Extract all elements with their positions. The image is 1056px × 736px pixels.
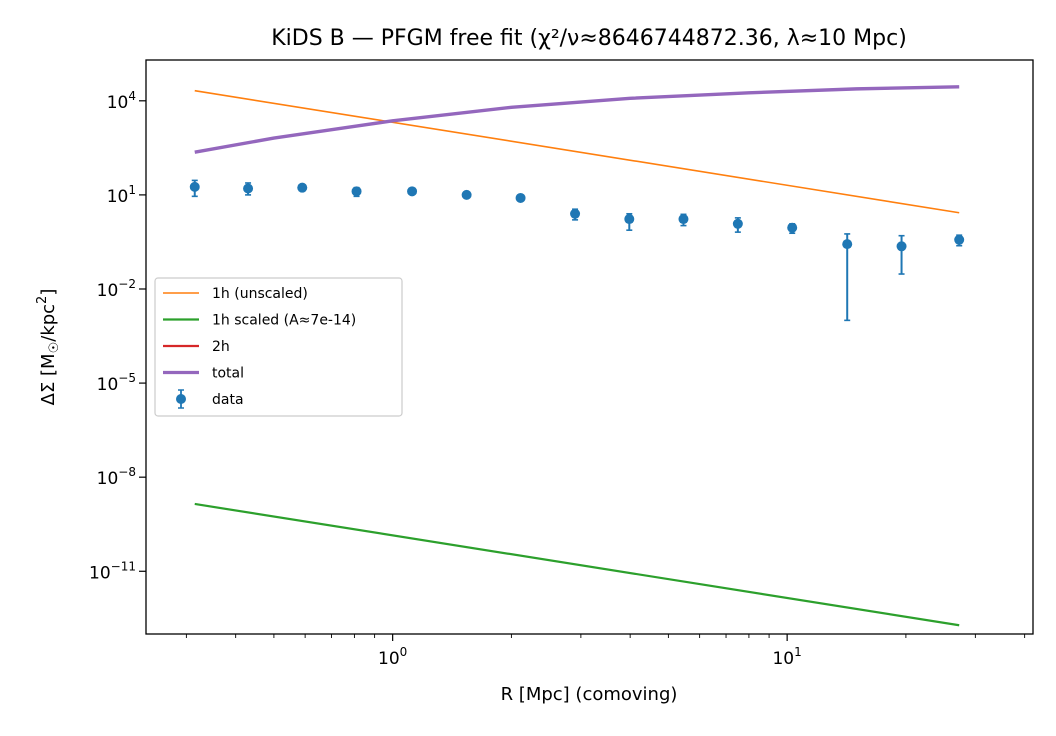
legend-entry-1h-scaled-label: 1h scaled (A≈7e-14)	[212, 313, 356, 329]
y-axis-label: ΔΣ [M☉/kpc2]	[35, 289, 62, 406]
data-point	[954, 234, 965, 245]
legend: 1h (unscaled) 1h scaled (A≈7e-14) 2h total d…	[154, 277, 403, 417]
y-tick-label: 10−8	[97, 465, 136, 489]
y-tick-label: 101	[107, 183, 136, 207]
data-point	[351, 186, 362, 197]
data-point	[896, 241, 907, 252]
legend-entry-total-label: total	[212, 366, 244, 382]
series-line-total	[194, 85, 960, 154]
series-line-1h-unscaled	[194, 89, 960, 214]
data-point	[515, 192, 526, 203]
data-point	[570, 208, 581, 219]
legend-entry-2h-label: 2h	[212, 339, 230, 355]
data-point	[243, 183, 254, 194]
legend-entry-data-label: data	[212, 392, 244, 408]
data-point	[624, 214, 635, 225]
axes-frame	[145, 59, 1034, 635]
x-tick-label: 100	[378, 645, 407, 669]
y-tick-label: 10−2	[97, 277, 136, 301]
x-tick-label: 101	[772, 645, 801, 669]
data-point	[407, 186, 418, 197]
x-axis-label: R [Mpc] (comoving)	[501, 684, 678, 705]
legend-entry-data-marker	[176, 394, 186, 404]
y-tick-label: 104	[107, 89, 136, 113]
legend-box	[154, 277, 403, 417]
data-point	[787, 222, 798, 233]
data-point	[678, 214, 689, 225]
chart-title: KiDS B — PFGM free fit (χ²/ν≈8646744872.…	[271, 26, 907, 51]
y-tick-label: 10−5	[97, 371, 136, 395]
series-group	[189, 85, 965, 627]
data-point	[842, 239, 853, 250]
data-point	[732, 218, 743, 229]
data-point	[297, 182, 308, 193]
plot-area: 100 101 104 101 10−2 10−5 10−8 10−11 1h (unscale…	[89, 59, 1034, 669]
series-line-1h-scaled	[194, 502, 960, 627]
y-tick-label: 10−11	[89, 559, 136, 583]
legend-entry-1h-unscaled-label: 1h (unscaled)	[212, 286, 308, 302]
data-point	[461, 189, 472, 200]
data-point	[189, 181, 200, 192]
